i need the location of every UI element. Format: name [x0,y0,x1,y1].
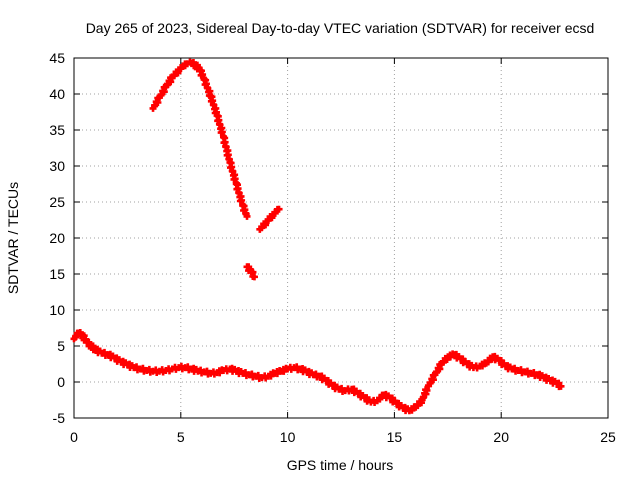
y-tick-label: 0 [57,374,65,390]
x-tick-label: 25 [600,429,616,445]
data-point [72,333,80,341]
series-group [243,263,258,281]
data-point [557,382,565,390]
x-axis-label: GPS time / hours [287,457,394,473]
y-tick-label: 5 [57,338,65,354]
data-point [439,358,447,366]
y-tick-label: 35 [49,122,65,138]
series-group [256,205,283,233]
data-point [423,387,431,394]
data-point [271,209,279,217]
data-points [70,58,565,415]
y-tick-label: 40 [49,86,65,102]
chart-title: Day 265 of 2023, Sidereal Day-to-day VTE… [86,20,595,36]
x-tick-label: 0 [70,429,78,445]
y-tick-label: 30 [49,158,65,174]
data-point [484,358,492,366]
data-point [199,71,207,79]
data-point [376,395,384,403]
y-tick-label: 10 [49,302,65,318]
y-tick-label: 15 [49,266,65,282]
series-group [149,58,251,220]
data-point [414,402,422,410]
grid-lines [74,58,608,418]
y-tick-label: 45 [49,50,65,66]
x-tick-label: 10 [280,429,296,445]
data-point [258,224,266,232]
x-tick-label: 15 [387,429,403,445]
y-tick-label: 20 [49,230,65,246]
data-point [264,217,272,225]
y-tick-label: -5 [53,410,66,426]
data-point [250,273,258,281]
data-point [275,205,283,213]
data-point [170,72,178,80]
series-group [70,328,565,415]
y-tick-label: 25 [49,194,65,210]
y-axis-label: SDTVAR / TECUs [5,182,21,294]
data-point [203,84,211,91]
data-point [243,212,251,220]
x-tick-label: 20 [493,429,509,445]
x-tick-label: 5 [177,429,185,445]
